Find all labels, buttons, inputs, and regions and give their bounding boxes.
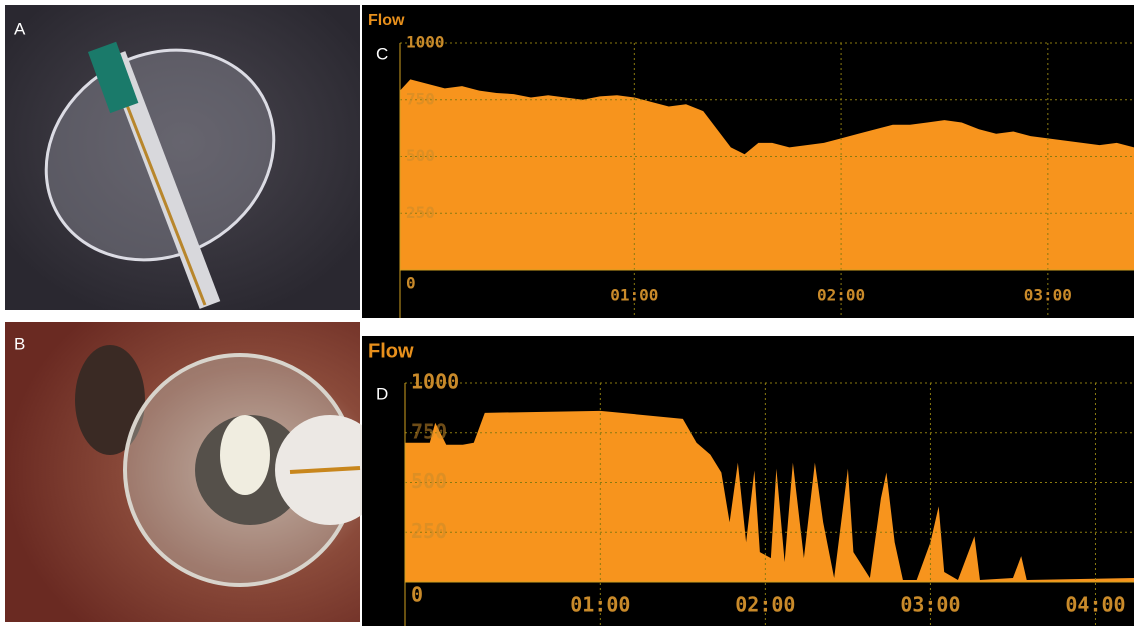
panel-label: D	[376, 384, 388, 403]
x-tick-label: 01:00	[570, 593, 630, 617]
x-tick-label: 03:00	[1024, 286, 1072, 305]
chart-title: Flow	[368, 12, 405, 29]
y-tick-label: 750	[411, 419, 447, 443]
photo-a: A	[5, 5, 360, 310]
page: A B 0250500750100001:0002:0003:00FlowC02…	[0, 0, 1134, 631]
panel-label: B	[14, 334, 25, 353]
panel-label: C	[376, 44, 388, 63]
y-tick-label: 500	[406, 146, 435, 165]
x-tick-label: 03:00	[900, 593, 960, 617]
y-tick-label: 1000	[406, 33, 445, 52]
y-tick-label: 750	[406, 89, 435, 108]
x-tick-label: 02:00	[735, 593, 795, 617]
y-tick-label: 250	[406, 203, 435, 222]
x-tick-label: 02:00	[817, 286, 865, 305]
flow-chart: 0 250 500 750 1000 01:00 02:00 03:00 Flow C	[362, 5, 1134, 318]
panel-label: A	[14, 19, 26, 38]
photo-b: B	[5, 322, 385, 622]
y-tick-label: 500	[411, 469, 447, 493]
x-tick-label: 01:00	[610, 286, 658, 305]
y-tick-label: 0	[411, 583, 423, 607]
figure: A B 0250500750100001:0002:0003:00FlowC02…	[0, 0, 1134, 626]
flow-chart: 0 250 500 750 1000 01:00 02:00 03:00 04:00 Flow D	[362, 336, 1134, 626]
x-tick-label: 04:00	[1065, 593, 1125, 617]
y-tick-label: 1000	[411, 370, 459, 394]
y-tick-label: 250	[411, 519, 447, 543]
y-tick-label: 0	[406, 274, 416, 293]
chart-title: Flow	[368, 340, 414, 362]
